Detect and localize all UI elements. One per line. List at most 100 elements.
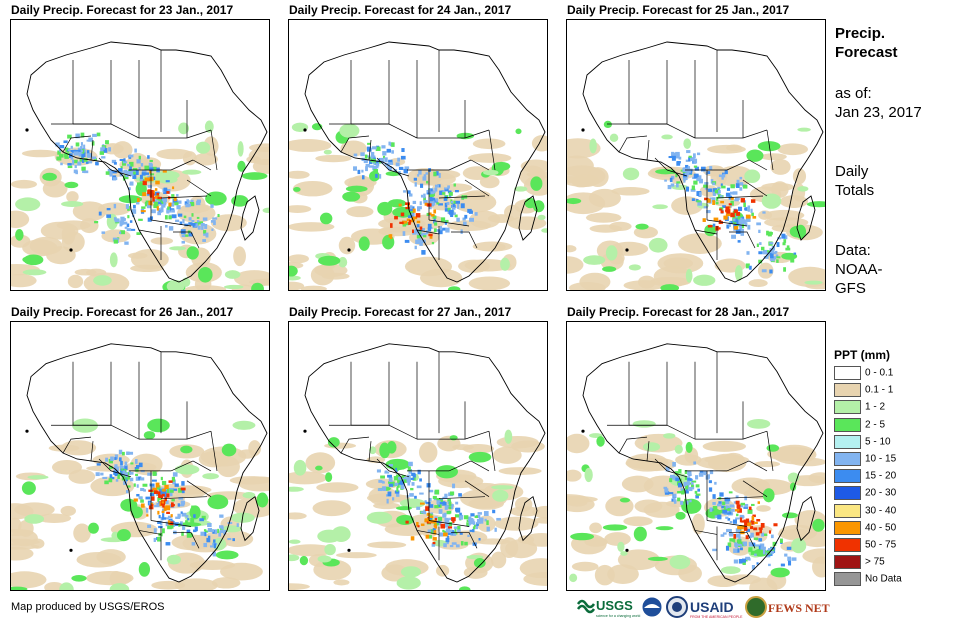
precip-cell <box>162 513 165 519</box>
precip-cell <box>462 217 466 221</box>
dry-patch <box>150 237 174 245</box>
madagascar-outline <box>796 495 816 542</box>
precip-cell <box>153 537 156 542</box>
light-rain-patch <box>791 538 807 554</box>
precip-cell <box>400 155 406 160</box>
precip-cell <box>669 474 675 480</box>
precip-cell <box>418 169 422 175</box>
light-rain-patch <box>318 255 341 266</box>
dry-patch <box>233 270 269 287</box>
precip-cell <box>163 202 167 206</box>
precip-cell <box>74 164 77 169</box>
precip-cell <box>433 228 437 233</box>
light-rain-patch <box>221 443 237 457</box>
precip-cell <box>147 472 152 476</box>
light-rain-patch <box>804 280 823 285</box>
light-rain-patch <box>366 511 393 524</box>
precip-cell <box>462 221 467 226</box>
dry-patch <box>571 561 599 572</box>
precip-cell <box>148 200 153 206</box>
legend-swatch <box>834 434 861 449</box>
precip-cell <box>388 166 393 170</box>
precip-cell <box>745 214 751 219</box>
precip-cell <box>393 476 399 481</box>
precip-cell <box>403 476 407 480</box>
precip-cell <box>398 203 402 207</box>
legend-label: 0.1 - 1 <box>865 384 894 396</box>
precip-cell <box>455 544 460 548</box>
precip-cell <box>691 480 697 483</box>
totals-block: Daily Totals <box>835 162 874 200</box>
dry-patch <box>479 175 500 189</box>
precip-cell <box>152 471 157 476</box>
precip-cell <box>196 220 200 223</box>
precip-cell <box>171 499 175 502</box>
precip-cell <box>455 501 459 505</box>
precip-cell <box>150 504 154 507</box>
precip-cell <box>680 169 684 172</box>
precip-cell <box>780 563 785 567</box>
dry-patch <box>472 241 513 252</box>
country-border <box>766 129 774 171</box>
precip-cell <box>425 534 430 539</box>
precip-cell <box>682 489 686 494</box>
precip-cell <box>73 151 79 156</box>
precip-cell <box>444 195 447 199</box>
precip-cell <box>725 501 729 505</box>
precip-cell <box>156 485 161 490</box>
precip-cell <box>398 480 403 485</box>
light-rain-patch <box>744 169 761 183</box>
precip-cell <box>433 525 436 528</box>
precip-cell <box>165 542 171 546</box>
precip-cell <box>474 212 478 216</box>
precip-cell <box>196 200 201 206</box>
precip-cell <box>693 461 697 465</box>
precip-cell <box>670 171 676 174</box>
precip-cell <box>784 553 788 557</box>
precip-cell <box>137 197 140 203</box>
legend-swatch <box>834 572 861 587</box>
precip-cell <box>678 469 682 474</box>
precip-cell <box>172 198 178 204</box>
precip-cell <box>708 480 712 484</box>
dry-patch <box>11 210 30 228</box>
precip-cell <box>101 156 106 159</box>
precip-cell <box>439 190 443 195</box>
country-border <box>173 231 200 249</box>
precip-cell <box>129 166 132 170</box>
precip-cell <box>739 514 744 519</box>
precip-cell <box>668 156 673 159</box>
precip-cell <box>718 503 722 507</box>
precip-cell <box>739 547 743 551</box>
precip-cell <box>129 472 134 475</box>
precip-cell <box>406 218 410 222</box>
light-rain-patch <box>386 441 397 454</box>
precip-cell <box>387 474 393 478</box>
precip-cell <box>162 488 166 492</box>
dry-patch <box>189 560 236 571</box>
forecast-map-6 <box>566 321 826 591</box>
precip-cell <box>411 472 416 477</box>
precip-cell <box>735 528 741 532</box>
precip-cell <box>168 480 173 483</box>
dry-patch <box>300 285 327 290</box>
madagascar-outline <box>240 195 260 241</box>
precip-cell <box>706 198 711 203</box>
precip-cell <box>403 169 407 172</box>
precip-cell <box>743 519 748 523</box>
precip-cell <box>469 529 475 532</box>
precip-cell <box>682 167 688 173</box>
light-rain-patch <box>64 181 79 189</box>
precip-cell <box>108 478 113 483</box>
country-border <box>726 460 750 472</box>
precip-cell <box>449 517 453 521</box>
precip-cell <box>793 252 797 255</box>
precip-cell <box>189 201 195 207</box>
precip-cell <box>171 214 177 219</box>
precip-cell <box>453 526 458 529</box>
dry-patch <box>163 485 212 495</box>
precip-cell <box>138 462 143 468</box>
precip-cell <box>138 496 143 500</box>
light-rain-patch <box>647 556 668 562</box>
light-rain-patch <box>609 133 619 143</box>
